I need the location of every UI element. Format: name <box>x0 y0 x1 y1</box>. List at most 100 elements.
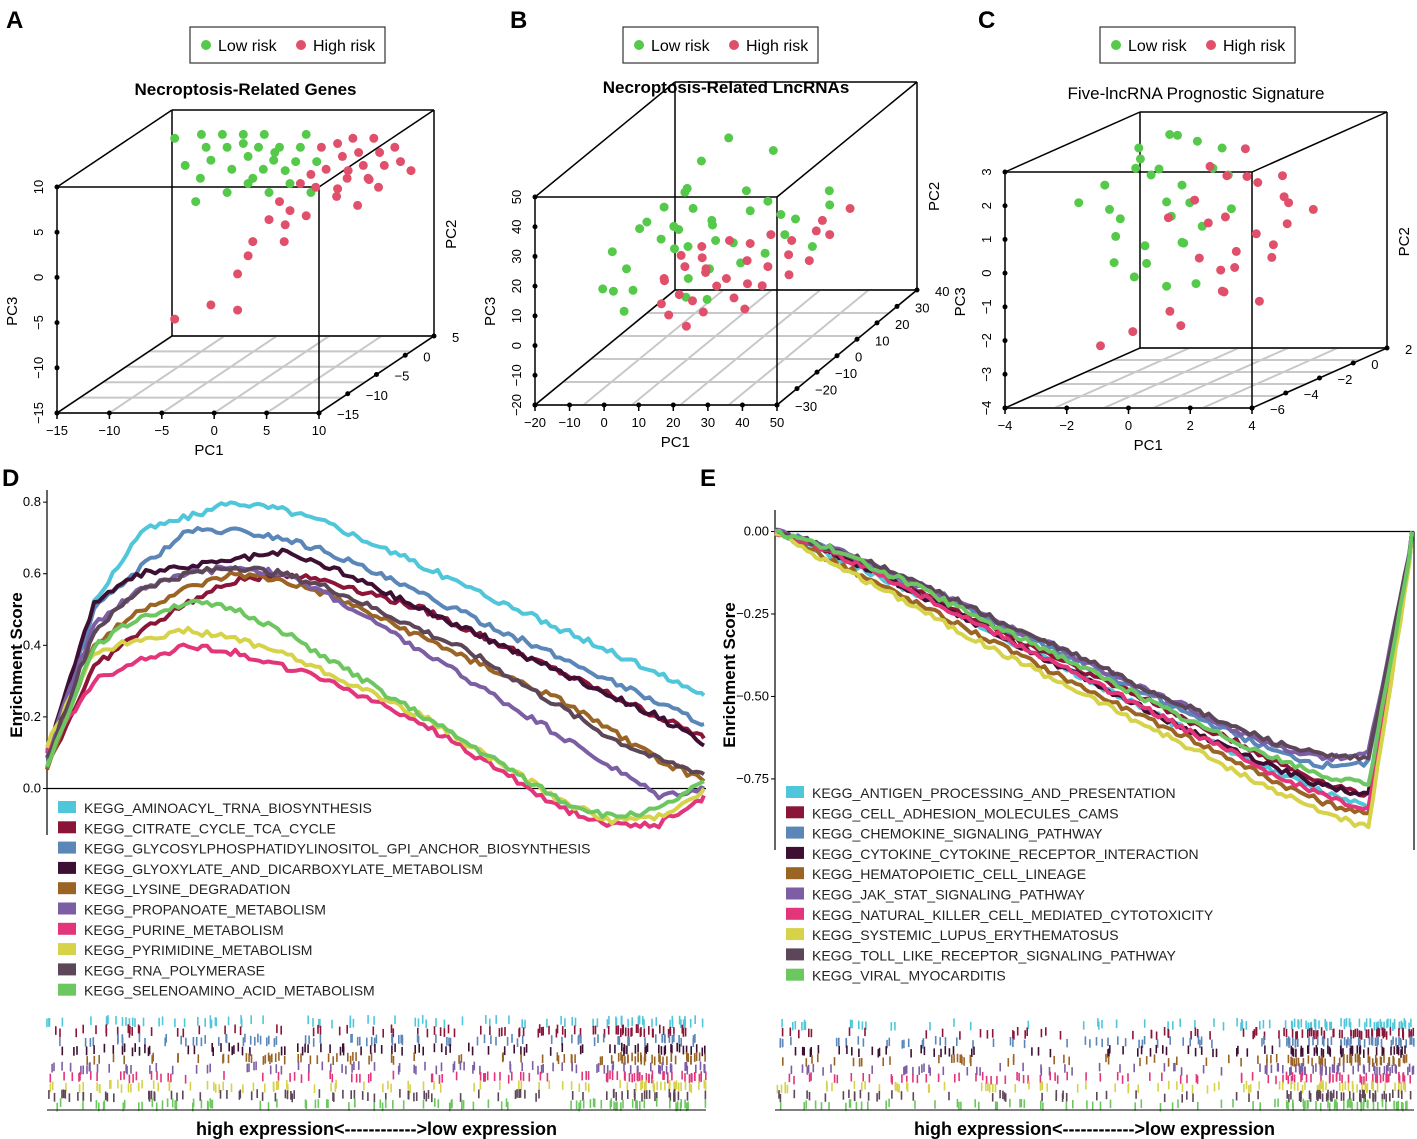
box-edge <box>57 336 172 413</box>
legend-label: KEGG_PROPANOATE_METABOLISM <box>84 902 326 918</box>
z-tick-dot <box>1003 406 1008 411</box>
z-tick-label: −2 <box>979 333 994 348</box>
data-point <box>265 188 274 197</box>
data-point <box>708 221 717 230</box>
data-point <box>206 300 215 309</box>
data-point <box>1243 172 1252 181</box>
data-point <box>348 134 357 143</box>
legend-swatch <box>786 888 804 900</box>
z-tick-dot <box>533 195 538 200</box>
data-point <box>1116 214 1125 223</box>
z-tick-dot <box>55 185 60 190</box>
data-point <box>181 161 190 170</box>
floor-grid <box>535 290 917 405</box>
data-point <box>1195 254 1204 263</box>
y-tick-label: 0.00 <box>744 523 769 538</box>
z-tick-dot <box>533 224 538 229</box>
x-tick-dot <box>705 403 710 408</box>
x-tick-label: 4 <box>1248 418 1255 433</box>
hit-barcode <box>777 1018 1413 1112</box>
y-tick-dot <box>403 353 408 358</box>
legend-swatch-high <box>1206 40 1216 50</box>
data-point <box>254 143 263 152</box>
enrichment-line <box>775 530 1412 768</box>
data-point <box>766 230 775 239</box>
data-point <box>233 306 242 315</box>
legend-swatch <box>786 928 804 940</box>
y-tick-dot <box>345 391 350 396</box>
data-point <box>365 175 374 184</box>
data-point <box>724 133 733 142</box>
data-point <box>780 230 789 239</box>
data-point <box>265 215 274 224</box>
data-point <box>1255 297 1264 306</box>
legend-label-high: High risk <box>1223 38 1286 55</box>
legend-label: KEGG_NATURAL_KILLER_CELL_MEDIATED_CYTOTO… <box>812 907 1214 923</box>
legend-swatch <box>58 963 76 975</box>
data-point <box>239 130 248 139</box>
x-tick-label: 50 <box>770 415 784 430</box>
data-point <box>333 184 342 193</box>
z-tick-label: 50 <box>509 190 524 204</box>
y-tick-label: 30 <box>915 300 929 315</box>
grid-line <box>267 336 382 413</box>
legend-label: KEGG_VIRAL_MYOCARDITIS <box>812 968 1006 984</box>
z-tick-dot <box>1003 203 1008 208</box>
series-high-risk <box>1096 144 1318 350</box>
legend-label: KEGG_PURINE_METABOLISM <box>84 922 284 938</box>
y-tick-label: −6 <box>1270 402 1285 417</box>
data-point <box>743 279 752 288</box>
data-point <box>1216 266 1225 275</box>
x-tick-label: 0 <box>211 423 218 438</box>
data-point <box>1269 240 1278 249</box>
z-tick-dot <box>55 230 60 235</box>
data-point <box>1142 259 1151 268</box>
legend-swatch <box>786 969 804 981</box>
data-point <box>635 224 644 233</box>
z-tick-label: 0 <box>31 274 46 281</box>
legend-swatch <box>58 842 76 854</box>
z-tick-label: −10 <box>509 364 524 386</box>
y-tick-dot <box>1385 346 1390 351</box>
z-tick-label: 20 <box>509 279 524 293</box>
legend-label: KEGG_SYSTEMIC_LUPUS_ERYTHEMATOSUS <box>812 927 1119 943</box>
data-point <box>332 192 341 201</box>
data-point <box>1227 204 1236 213</box>
box-edge <box>319 110 434 187</box>
enrichment-line <box>47 567 704 774</box>
data-point <box>664 311 673 320</box>
data-point <box>1232 247 1241 256</box>
data-point <box>396 157 405 166</box>
data-point <box>239 139 248 148</box>
data-point <box>1193 137 1202 146</box>
data-point <box>1267 253 1276 262</box>
data-point <box>742 186 751 195</box>
y-tick-dot <box>1283 391 1288 396</box>
x-tick-dot <box>1188 406 1193 411</box>
data-point <box>202 143 211 152</box>
data-point <box>196 174 205 183</box>
data-point <box>296 143 305 152</box>
data-point <box>1179 239 1188 248</box>
z-tick-dot <box>55 411 60 416</box>
data-point <box>223 143 232 152</box>
y-tick-dot <box>374 372 379 377</box>
data-point <box>286 206 295 215</box>
enrichment-line <box>47 574 704 770</box>
data-point <box>218 130 227 139</box>
data-point <box>825 186 834 195</box>
legend-label: KEGG_PYRIMIDINE_METABOLISM <box>84 942 312 958</box>
grid-line <box>214 336 329 413</box>
figure: A B CD E−15 −10 −5 0 5 10−15−10−505−15−10−50510P… <box>0 0 1417 1139</box>
z-tick-dot <box>533 343 538 348</box>
y-tick-label: 5 <box>452 330 459 345</box>
data-point <box>1178 181 1187 190</box>
data-point <box>296 179 305 188</box>
z-tick-label: −1 <box>979 299 994 314</box>
data-point <box>1130 272 1139 281</box>
data-point <box>846 204 855 213</box>
z-tick-dot <box>1003 338 1008 343</box>
data-point <box>730 293 739 302</box>
z-axis-title: PC3 <box>482 297 499 326</box>
data-point <box>808 242 817 251</box>
